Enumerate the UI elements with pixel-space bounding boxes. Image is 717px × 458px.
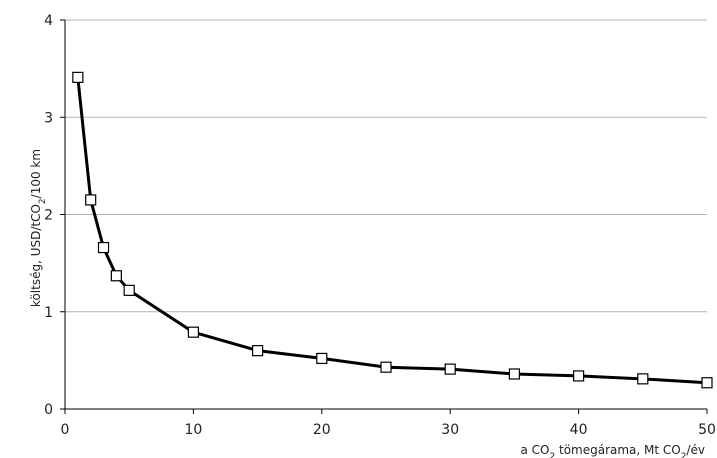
x-tick-label: 40 [570, 422, 588, 438]
data-point-marker [572, 370, 585, 382]
data-point-marker [187, 326, 199, 338]
data-point-marker [701, 377, 713, 389]
x-axis-label-subscript-2: 2 [681, 452, 687, 458]
data-point-marker [72, 71, 84, 83]
data-point-marker [110, 270, 122, 282]
y-tick-label: 0 [44, 402, 53, 418]
y-tick-label: 3 [44, 110, 53, 126]
x-tick-label: 20 [313, 422, 331, 438]
y-tick-label: 1 [44, 305, 53, 321]
data-point-marker [123, 284, 135, 296]
x-axis-label: a CO2 tömegárama, Mt CO2/év [520, 443, 705, 458]
x-tick-label: 0 [61, 422, 70, 438]
x-tick-label: 30 [441, 422, 459, 438]
data-point-marker [508, 368, 520, 380]
data-point-marker [85, 194, 97, 206]
y-axis-label: költség, USD/tCO2/100 km [29, 149, 48, 307]
x-tick-label: 50 [698, 422, 716, 438]
data-point-marker [380, 361, 392, 373]
y-axis-label-subscript: 2 [38, 198, 48, 204]
series-line [76, 77, 708, 385]
y-tick-label: 4 [44, 13, 53, 29]
y-tick-label: 2 [44, 208, 53, 224]
x-axis-label-subscript-1: 2 [549, 452, 555, 458]
data-point-marker [316, 352, 328, 365]
data-point-marker [97, 241, 110, 254]
data-point-marker [252, 345, 264, 357]
data-series [72, 71, 713, 389]
grid-lines [65, 19, 707, 313]
data-point-marker [637, 373, 649, 385]
data-point-marker [444, 363, 456, 375]
x-tick-label: 10 [184, 422, 202, 438]
